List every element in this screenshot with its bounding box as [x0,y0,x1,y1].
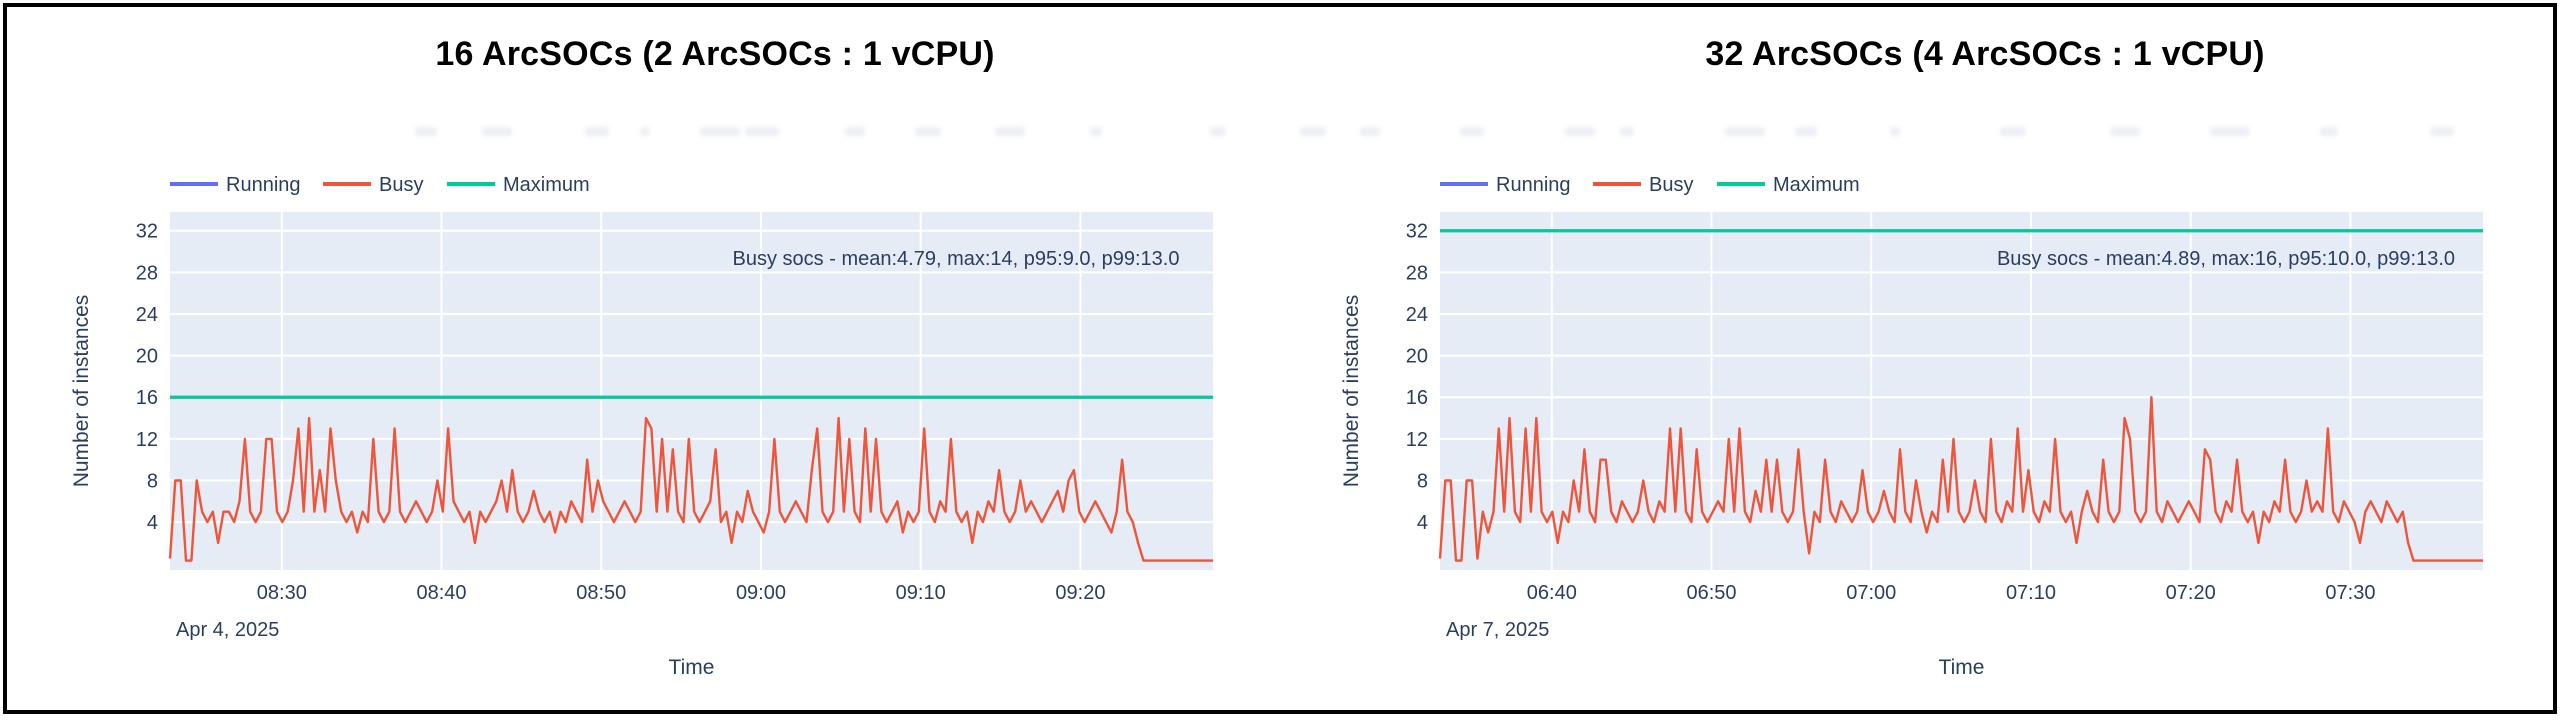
legend-item-maximum[interactable]: Maximum [1717,174,1860,196]
x-tick-label: 09:20 [1055,582,1105,604]
redacted-text-blob [1360,127,1380,136]
y-tick-label: 20 [136,346,158,368]
redacted-text-blob [1795,127,1817,136]
redacted-text-blob [915,127,941,136]
y-tick-label: 28 [136,262,158,284]
redacted-text-blob [2210,127,2250,136]
x-tick-label: 09:00 [736,582,786,604]
legend: Running Busy Maximum [170,174,590,196]
redacted-text-blob [415,127,437,136]
y-tick-label: 8 [147,471,158,493]
x-tick-label: 08:30 [257,582,307,604]
redacted-text-blob [2320,127,2338,136]
x-tick-label: 06:50 [1687,582,1737,604]
y-tick-label: 12 [136,429,158,451]
legend-label: Running [226,174,301,196]
redacted-text-blob [1890,127,1900,136]
y-tick-label: 12 [1406,429,1428,451]
redacted-text-blob [1460,127,1484,136]
legend-item-busy[interactable]: Busy [323,174,423,196]
redacted-text-blob [482,127,512,136]
redacted-text-blob [585,127,609,136]
busy-stats-annotation: Busy socs - mean:4.89, max:16, p95:10.0,… [1997,248,2455,270]
legend-label: Running [1496,174,1571,196]
redacted-text-blob [2110,127,2140,136]
x-tick-label: 07:00 [1846,582,1896,604]
y-tick-label: 16 [136,387,158,409]
legend-label: Busy [1649,174,1693,196]
x-tick-label: 06:40 [1527,582,1577,604]
y-tick-label: 24 [136,304,158,326]
y-tick-label: 32 [136,221,158,243]
outer-border: 16 ArcSOCs (2 ArcSOCs : 1 vCPU) 4 8 12 16 20… [3,3,2557,714]
chart-canvas-left[interactable]: 4 8 12 16 20 24 28 32 Number of instances 08:30 08… [10,147,1280,717]
y-axis-title: Number of instances [70,295,93,488]
x-tick-label: 09:10 [896,582,946,604]
redacted-text-blob [995,127,1025,136]
redacted-text-blob [745,127,779,136]
chart-canvas-right[interactable]: 4 8 12 16 20 24 28 32 Number of instances 06:40 06… [1280,147,2550,717]
redacted-text-blob [2000,127,2026,136]
legend-label: Maximum [1773,174,1860,196]
redacted-text-blob [845,127,865,136]
legend-item-busy[interactable]: Busy [1593,174,1693,196]
busy-line [1438,395,2483,562]
redacted-text-blob [700,127,740,136]
x-axis-date-label: Apr 4, 2025 [176,619,279,641]
redacted-text-blob [1565,127,1595,136]
y-tick-label: 4 [147,512,158,534]
y-axis-title: Number of instances [1340,295,1363,488]
y-tick-label: 32 [1406,221,1428,243]
legend-label: Maximum [503,174,590,196]
x-tick-label: 07:20 [2166,582,2216,604]
redacted-text-blob [1725,127,1765,136]
y-tick-label: 4 [1417,512,1428,534]
charts-row: 16 ArcSOCs (2 ArcSOCs : 1 vCPU) 4 8 12 16 20… [10,11,2550,717]
redacted-text-blob [1300,127,1326,136]
x-axis-date-label: Apr 7, 2025 [1446,619,1549,641]
x-tick-label: 07:10 [2006,582,2056,604]
y-tick-label: 28 [1406,262,1428,284]
legend-item-running[interactable]: Running [170,174,301,196]
chart-left: 16 ArcSOCs (2 ArcSOCs : 1 vCPU) 4 8 12 16 20… [10,11,1280,717]
y-tick-label: 24 [1406,304,1428,326]
redacted-text-blob [640,127,650,136]
y-axis: 4 8 12 16 20 24 28 32 Number of instances [1340,221,1428,534]
x-axis: 06:40 06:50 07:00 07:10 07:20 07:30 Apr 7, 202… [1446,582,2375,679]
x-axis: 08:30 08:40 08:50 09:00 09:10 09:20 Apr 4, 202… [176,582,1105,679]
busy-line [168,416,1213,562]
chart-title-right: 32 ArcSOCs (4 ArcSOCs : 1 vCPU) [1705,35,2265,73]
redacted-text-blob [1620,127,1634,136]
y-axis: 4 8 12 16 20 24 28 32 Number of instances [70,221,158,534]
y-tick-label: 20 [1406,346,1428,368]
x-axis-title: Time [1939,656,1985,679]
redacted-text-blob [1210,127,1226,136]
y-tick-label: 16 [1406,387,1428,409]
x-tick-label: 07:30 [2325,582,2375,604]
x-tick-label: 08:50 [576,582,626,604]
legend: Running Busy Maximum [1440,174,1860,196]
redacted-text-blob [1090,127,1102,136]
redacted-text-blob [2430,127,2454,136]
chart-right: 32 ArcSOCs (4 ArcSOCs : 1 vCPU) 4 8 12 16 20… [1280,11,2550,717]
x-tick-label: 08:40 [417,582,467,604]
chart-title-left: 16 ArcSOCs (2 ArcSOCs : 1 vCPU) [435,35,995,73]
x-axis-title: Time [669,656,715,679]
legend-label: Busy [379,174,423,196]
y-tick-label: 8 [1417,471,1428,493]
busy-stats-annotation: Busy socs - mean:4.79, max:14, p95:9.0, … [733,248,1180,270]
legend-item-maximum[interactable]: Maximum [447,174,590,196]
legend-item-running[interactable]: Running [1440,174,1571,196]
